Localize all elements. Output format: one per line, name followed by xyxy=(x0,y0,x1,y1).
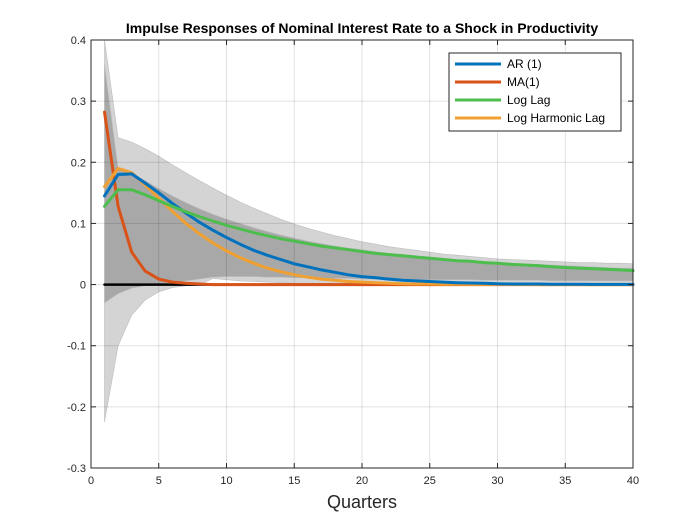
x-tick-label: 20 xyxy=(356,475,368,487)
x-tick-label: 15 xyxy=(288,475,300,487)
y-tick-label: 0.4 xyxy=(71,35,86,47)
series-lines xyxy=(103,110,635,287)
axis-ticks: 0 5 10 15 20 25 30 35 40 -0.3 -0.2 -0.1 0 0.1 0.2 0.3 0.… xyxy=(67,35,639,487)
y-tick-label: 0.2 xyxy=(71,157,86,169)
series-line-log-lag xyxy=(103,188,635,272)
x-tick-label: 25 xyxy=(424,475,436,487)
y-tick-label: -0.1 xyxy=(67,341,86,353)
y-tick-label: -0.2 xyxy=(67,402,86,414)
legend: AR (1) MA(1) Log Lag Log Harmonic Lag xyxy=(448,52,622,132)
x-tick-label: 40 xyxy=(627,475,639,487)
x-tick-label: 30 xyxy=(491,475,503,487)
legend-label-log-lag: Log Lag xyxy=(507,93,550,107)
x-tick-label: 35 xyxy=(559,475,571,487)
y-tick-label: 0.1 xyxy=(71,218,86,230)
y-tick-label: 0 xyxy=(80,280,86,292)
x-tick-label: 0 xyxy=(88,475,94,487)
legend-label-ma-1: MA(1) xyxy=(507,75,540,89)
series-line-ar-1 xyxy=(103,172,635,286)
x-tick-label: 5 xyxy=(156,475,162,487)
legend-label-log-harmonic-lag: Log Harmonic Lag xyxy=(507,111,605,125)
y-tick-label: -0.3 xyxy=(67,463,86,475)
x-axis-label: Quarters xyxy=(327,492,397,512)
chart-title: Impulse Responses of Nominal Interest Ra… xyxy=(126,20,598,36)
y-tick-label: 0.3 xyxy=(71,96,86,108)
x-tick-label: 10 xyxy=(220,475,232,487)
legend-label-ar-1: AR (1) xyxy=(507,57,542,71)
